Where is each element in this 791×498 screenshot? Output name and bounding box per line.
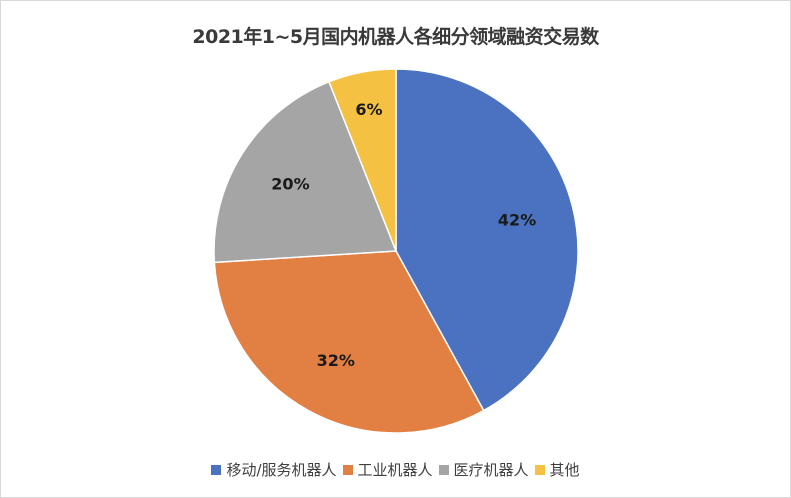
- legend-label-other: 其他: [549, 461, 580, 479]
- legend-swatch-other: [534, 464, 545, 475]
- legend-swatch-medical: [438, 464, 449, 475]
- data-label-mobile-service: 42%: [498, 210, 536, 229]
- legend-label-mobile-service: 移动/服务机器人: [226, 461, 337, 479]
- data-label-medical: 20%: [271, 175, 309, 194]
- legend-item-mobile-service: 移动/服务机器人: [211, 459, 337, 480]
- data-label-industrial: 32%: [317, 351, 355, 370]
- pie-slice-mobile-service: [395, 68, 579, 412]
- chart-legend: 移动/服务机器人 工业机器人 医疗机器人 其他: [1, 459, 790, 480]
- pie-slice-medical: [213, 80, 398, 264]
- legend-item-other: 其他: [534, 459, 580, 480]
- pie-slice-industrial: [213, 250, 485, 434]
- data-label-other: 6%: [355, 100, 382, 119]
- legend-swatch-mobile-service: [211, 464, 222, 475]
- legend-label-industrial: 工业机器人: [357, 461, 433, 479]
- legend-label-medical: 医疗机器人: [453, 461, 529, 479]
- chart-title: 2021年1~5月国内机器人各细分领域融资交易数: [192, 26, 599, 48]
- legend-item-industrial: 工业机器人: [342, 459, 433, 480]
- legend-swatch-industrial: [342, 464, 353, 475]
- legend-item-medical: 医疗机器人: [438, 459, 529, 480]
- pie-slice-other: [328, 68, 397, 252]
